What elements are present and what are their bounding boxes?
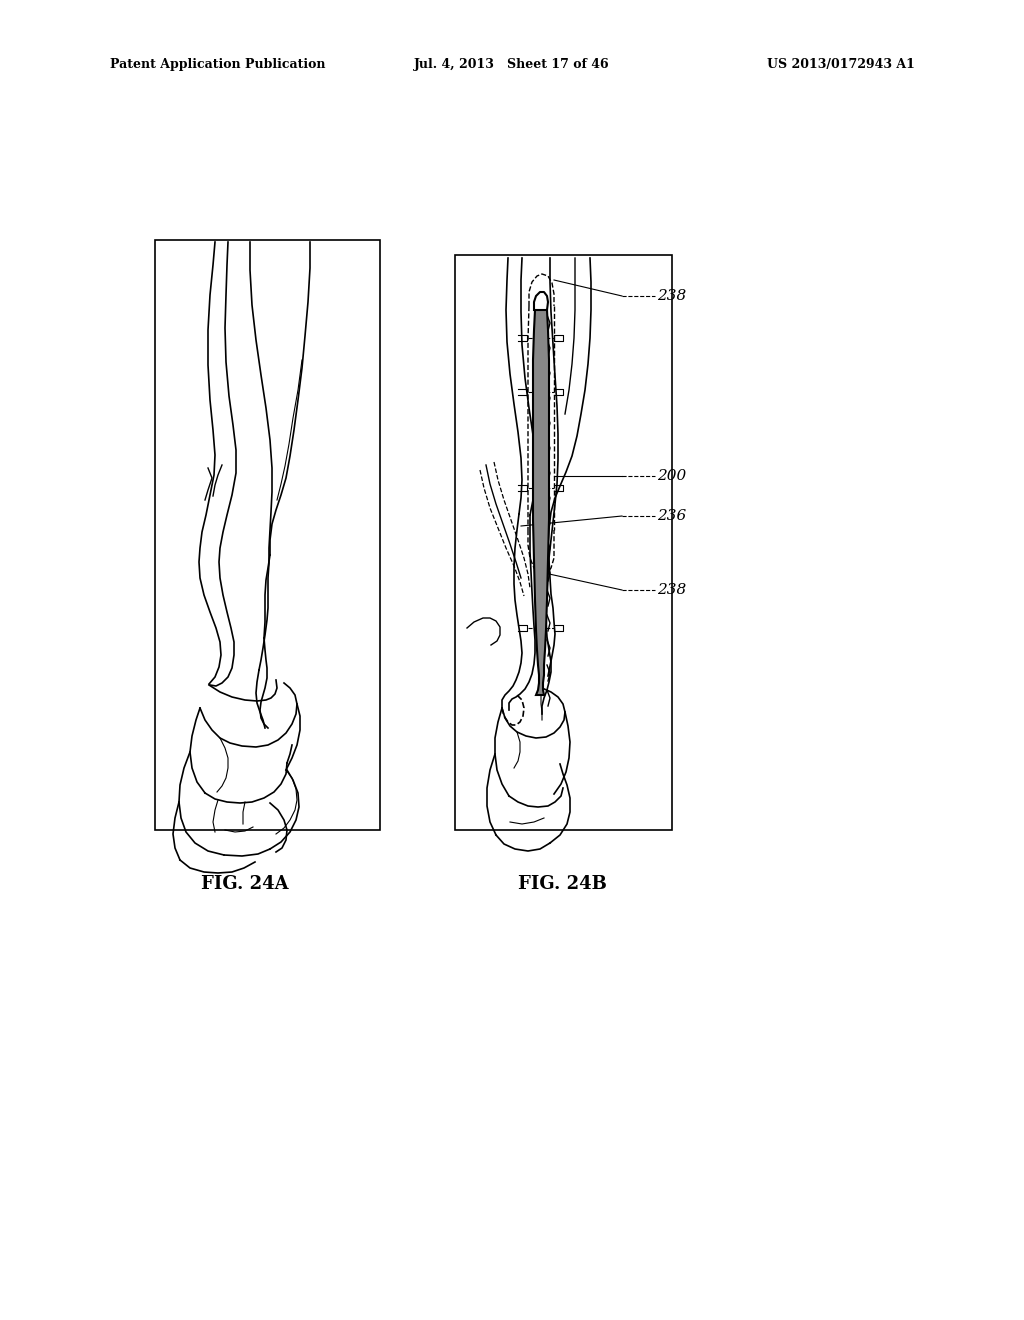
Text: FIG. 24B: FIG. 24B: [517, 875, 606, 894]
Text: US 2013/0172943 A1: US 2013/0172943 A1: [767, 58, 915, 71]
Text: 236: 236: [657, 510, 686, 523]
Text: FIG. 24A: FIG. 24A: [201, 875, 289, 894]
Text: 238: 238: [657, 289, 686, 304]
Polygon shape: [534, 310, 549, 696]
Text: 200: 200: [657, 469, 686, 483]
Text: Patent Application Publication: Patent Application Publication: [110, 58, 326, 71]
Bar: [155, 240, 380, 830]
Bar: [455, 255, 672, 830]
Text: Jul. 4, 2013   Sheet 17 of 46: Jul. 4, 2013 Sheet 17 of 46: [414, 58, 610, 71]
Text: 238: 238: [657, 583, 686, 597]
